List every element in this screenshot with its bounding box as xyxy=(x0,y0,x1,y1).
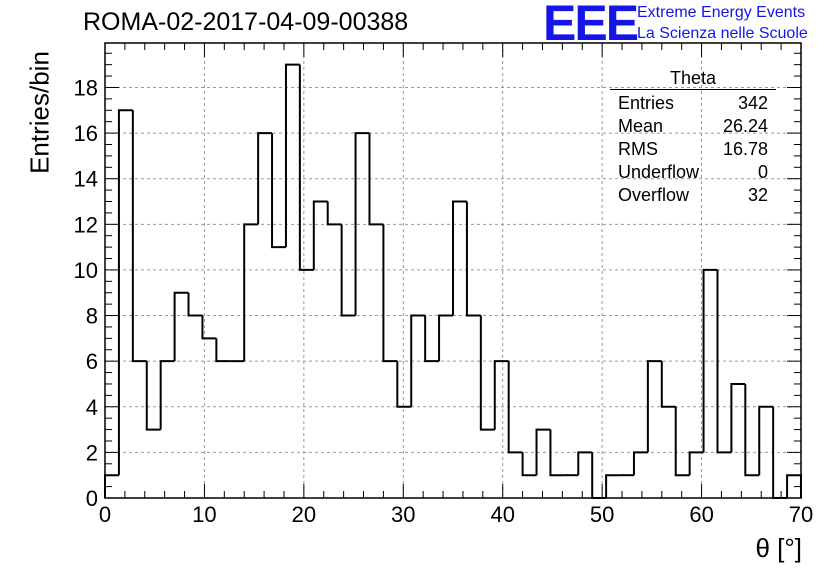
x-tick-label: 60 xyxy=(689,502,713,527)
x-tick-label: 30 xyxy=(391,502,415,527)
y-tick-label: 0 xyxy=(86,486,98,511)
stats-label: Mean xyxy=(618,116,664,136)
stats-title: Theta xyxy=(610,68,776,90)
histogram-bin xyxy=(479,315,495,431)
histogram-bin xyxy=(744,383,760,477)
stats-row: RMS 16.78 xyxy=(610,138,776,161)
histogram-bin xyxy=(312,200,328,270)
histogram-bin xyxy=(591,452,607,499)
histogram-bin xyxy=(716,269,732,454)
histogram-bin xyxy=(354,132,370,316)
histogram-bin xyxy=(187,292,203,317)
histogram-bin xyxy=(535,428,551,476)
logo-line-1: Extreme Energy Events xyxy=(637,4,806,21)
chart-title: ROMA-02-2017-04-09-00388 xyxy=(83,8,409,36)
histogram-bin xyxy=(577,451,593,476)
x-tick-label: 10 xyxy=(192,502,216,527)
y-axis-label: Entries/bin xyxy=(24,51,55,174)
histogram-bin xyxy=(452,200,467,316)
y-tick-label: 16 xyxy=(74,121,98,146)
x-tick-label: 40 xyxy=(490,502,514,527)
histogram-bin xyxy=(493,360,509,430)
histogram-bin xyxy=(646,360,662,453)
stats-box: Theta Entries 342 Mean 26.24 RMS 16.78 U… xyxy=(610,68,776,207)
histogram-bin xyxy=(410,314,426,407)
histogram-bin xyxy=(145,361,161,431)
stats-row: Mean 26.24 xyxy=(610,115,776,138)
stats-value: 16.78 xyxy=(722,139,768,159)
stats-label: RMS xyxy=(618,139,658,159)
y-tick-label: 4 xyxy=(86,395,98,420)
histogram-bin xyxy=(131,110,147,363)
y-tick-label: 8 xyxy=(86,304,98,329)
x-axis-label: θ [°] xyxy=(755,533,802,563)
histogram-bin xyxy=(271,133,286,249)
stats-value: 0 xyxy=(757,162,768,182)
tick-labels: 0 10 20 30 40 50 60 70 0 2 4 6 8 10 12 14 16 18 xyxy=(74,75,814,527)
histogram-bin xyxy=(521,452,537,477)
histogram-bin xyxy=(201,315,217,340)
logo-caption: Extreme Energy Events La Scienza nelle S… xyxy=(637,2,808,44)
y-tick-label: 2 xyxy=(86,440,98,465)
stats-row: Entries 342 xyxy=(610,92,776,115)
histogram-bin xyxy=(758,405,774,476)
histogram-bin xyxy=(159,360,175,430)
stats-label: Entries xyxy=(618,93,675,113)
histogram-bin xyxy=(465,201,481,317)
axis-ticks xyxy=(104,43,802,499)
histogram-bin xyxy=(368,133,384,226)
histogram-bin xyxy=(688,451,704,476)
histogram-bin xyxy=(215,338,231,363)
histogram-bin xyxy=(243,223,259,362)
histogram-bin xyxy=(257,132,273,225)
stats-row: Underflow 0 xyxy=(610,161,776,184)
histogram-bins xyxy=(104,63,802,499)
histogram-bin xyxy=(674,406,690,477)
histogram-bin xyxy=(340,224,356,317)
histogram-bin xyxy=(326,201,342,226)
eee-logo: EEE xyxy=(543,0,639,51)
histogram-bin xyxy=(730,382,746,453)
logo-line-2: La Scienza nelle Scuole xyxy=(637,25,808,42)
histogram-bin xyxy=(660,361,676,408)
y-tick-label: 6 xyxy=(86,349,98,374)
histogram-bin xyxy=(605,474,621,498)
histogram-bin xyxy=(438,314,453,362)
stats-value: 26.24 xyxy=(722,116,768,136)
histogram-bin xyxy=(549,429,565,477)
histogram-bin xyxy=(632,451,648,476)
histogram-bin xyxy=(117,109,133,476)
histogram-bin xyxy=(396,361,412,408)
histogram-bin xyxy=(298,64,314,271)
x-tick-label: 20 xyxy=(292,502,316,527)
y-tick-label: 18 xyxy=(74,75,98,100)
stats-value: 342 xyxy=(737,93,768,113)
stats-label: Underflow xyxy=(618,162,700,182)
x-tick-label: 50 xyxy=(590,502,614,527)
y-tick-label: 10 xyxy=(74,258,98,283)
histogram-bin xyxy=(382,224,398,363)
y-tick-label: 14 xyxy=(74,167,98,192)
y-tick-label: 12 xyxy=(74,212,98,237)
stats-value: 32 xyxy=(747,185,768,205)
histogram-bin xyxy=(173,291,189,362)
stats-row: Overflow 32 xyxy=(610,184,776,207)
histogram-bin xyxy=(702,268,718,453)
histogram-bin xyxy=(424,315,440,363)
stats-label: Overflow xyxy=(618,185,690,205)
x-tick-label: 70 xyxy=(789,502,813,527)
x-tick-label: 0 xyxy=(99,502,111,527)
histogram-bin xyxy=(284,63,300,248)
plot-frame xyxy=(104,42,802,499)
histogram-bin xyxy=(507,361,523,454)
